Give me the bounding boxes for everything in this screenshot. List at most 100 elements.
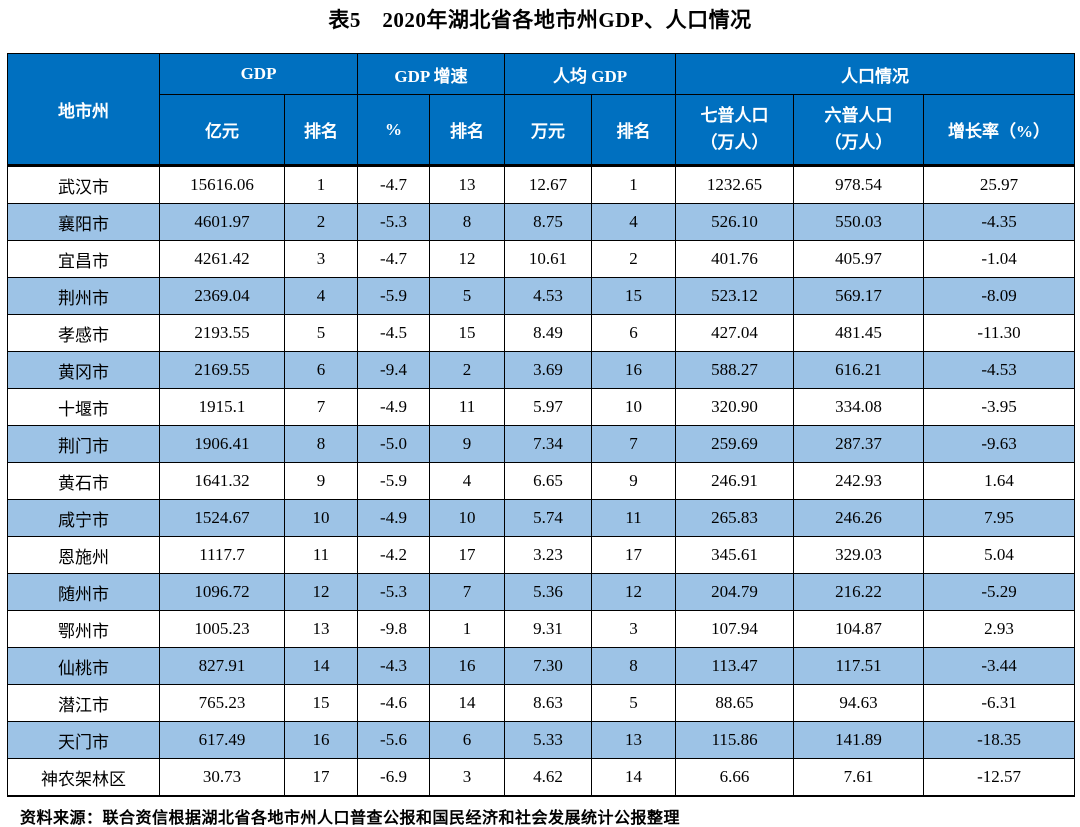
value-cell: 94.63	[793, 684, 925, 722]
table-row: 仙桃市 827.91 14 -4.3 16 7.30 8 113.47 117.51 -3.44	[7, 647, 1076, 685]
value-cell: 7.34	[504, 425, 593, 463]
value-cell: 1915.1	[159, 388, 285, 426]
value-cell: 5.97	[504, 388, 593, 426]
value-cell: -4.7	[357, 240, 431, 278]
region-cell: 黄冈市	[7, 351, 160, 389]
value-cell: -11.30	[923, 314, 1076, 352]
value-cell: 9	[591, 462, 677, 500]
value-cell: -1.04	[923, 240, 1076, 278]
value-cell: 30.73	[159, 758, 285, 797]
value-cell: -6.9	[357, 758, 431, 797]
table-row: 咸宁市 1524.67 10 -4.9 10 5.74 11 265.83 246.26 7.95	[7, 499, 1076, 537]
header-group-population: 人口情况	[675, 53, 1076, 95]
value-cell: 4261.42	[159, 240, 285, 278]
value-cell: 5.74	[504, 499, 593, 537]
header-percapita-rank: 排名	[591, 94, 677, 166]
value-cell: -9.8	[357, 610, 431, 648]
value-cell: 7.30	[504, 647, 593, 685]
value-cell: -4.6	[357, 684, 431, 722]
value-cell: 5	[283, 314, 359, 352]
value-cell: -5.3	[357, 203, 431, 241]
value-cell: 287.37	[793, 425, 925, 463]
header-region: 地市州	[7, 53, 160, 166]
value-cell: 7	[283, 388, 359, 426]
table-row: 潜江市 765.23 15 -4.6 14 8.63 5 88.65 94.63 -6.31	[7, 684, 1076, 722]
value-cell: 17	[283, 758, 359, 797]
table-row: 荆门市 1906.41 8 -5.0 9 7.34 7 259.69 287.37 -9.63	[7, 425, 1076, 463]
value-cell: 141.89	[793, 721, 925, 759]
region-cell: 宜昌市	[7, 240, 160, 278]
value-cell: 104.87	[793, 610, 925, 648]
table-row: 神农架林区 30.73 17 -6.9 3 4.62 14 6.66 7.61 -12.57	[7, 758, 1076, 797]
header-pop-growth-rate: 增长率（%）	[923, 94, 1076, 166]
table-row: 十堰市 1915.1 7 -4.9 11 5.97 10 320.90 334.08 -3.95	[7, 388, 1076, 426]
header-census7-pop: 七普人口 （万人）	[675, 94, 795, 166]
region-cell: 天门市	[7, 721, 160, 759]
value-cell: 15616.06	[159, 165, 285, 204]
value-cell: 3	[283, 240, 359, 278]
value-cell: -5.9	[357, 277, 431, 315]
region-cell: 咸宁市	[7, 499, 160, 537]
region-cell: 神农架林区	[7, 758, 160, 797]
value-cell: -5.29	[923, 573, 1076, 611]
value-cell: 345.61	[675, 536, 795, 574]
value-cell: 10	[591, 388, 677, 426]
region-cell: 黄石市	[7, 462, 160, 500]
value-cell: 16	[429, 647, 506, 685]
header-sub-row: 亿元 排名 % 排名 万元 排名 七普人口 （万人） 六普人口 （万人） 增长率…	[8, 94, 1076, 166]
value-cell: 4.62	[504, 758, 593, 797]
value-cell: 12	[591, 573, 677, 611]
region-cell: 仙桃市	[7, 647, 160, 685]
value-cell: 8	[283, 425, 359, 463]
value-cell: 242.93	[793, 462, 925, 500]
value-cell: 12	[283, 573, 359, 611]
header-group-gdp-growth: GDP 增速	[357, 53, 506, 95]
table-row: 宜昌市 4261.42 3 -4.7 12 10.61 2 401.76 405.97 -1.04	[7, 240, 1076, 278]
value-cell: 569.17	[793, 277, 925, 315]
value-cell: 15	[591, 277, 677, 315]
table-body: 武汉市 15616.06 1 -4.7 13 12.67 1 1232.65 978.54 25.…	[7, 165, 1076, 797]
value-cell: 259.69	[675, 425, 795, 463]
table-row: 武汉市 15616.06 1 -4.7 13 12.67 1 1232.65 978.54 25.…	[7, 165, 1076, 204]
value-cell: -5.9	[357, 462, 431, 500]
value-cell: 1005.23	[159, 610, 285, 648]
header-group-gdp: GDP	[158, 53, 359, 95]
value-cell: -4.5	[357, 314, 431, 352]
value-cell: 6	[591, 314, 677, 352]
header-gdp-rank: 排名	[283, 94, 359, 166]
value-cell: 616.21	[793, 351, 925, 389]
header-growth-pct: %	[357, 94, 431, 166]
value-cell: 1	[283, 165, 359, 204]
value-cell: -5.6	[357, 721, 431, 759]
value-cell: 15	[429, 314, 506, 352]
value-cell: 334.08	[793, 388, 925, 426]
value-cell: 6	[283, 351, 359, 389]
value-cell: 14	[429, 684, 506, 722]
value-cell: 2193.55	[159, 314, 285, 352]
source-note: 资料来源：联合资信根据湖北省各地市州人口普查公报和国民经济和社会发展统计公报整理	[20, 810, 681, 827]
value-cell: -12.57	[923, 758, 1076, 797]
table-row: 天门市 617.49 16 -5.6 6 5.33 13 115.86 141.89 -18.35	[7, 721, 1076, 759]
value-cell: 8.63	[504, 684, 593, 722]
value-cell: 12.67	[504, 165, 593, 204]
value-cell: 1232.65	[675, 165, 795, 204]
value-cell: 10	[429, 499, 506, 537]
value-cell: 7.95	[923, 499, 1076, 537]
value-cell: 107.94	[675, 610, 795, 648]
table-row: 随州市 1096.72 12 -5.3 7 5.36 12 204.79 216.22 -5.29	[7, 573, 1076, 611]
table-row: 恩施州 1117.7 11 -4.2 17 3.23 17 345.61 329.03 5.04	[7, 536, 1076, 574]
value-cell: 88.65	[675, 684, 795, 722]
region-cell: 鄂州市	[7, 610, 160, 648]
gdp-population-table: 地市州 GDP GDP 增速 人均 GDP 人口情况 亿元 排名 % 排名 万元…	[7, 53, 1076, 797]
value-cell: 15	[283, 684, 359, 722]
value-cell: 12	[429, 240, 506, 278]
value-cell: 11	[591, 499, 677, 537]
value-cell: 115.86	[675, 721, 795, 759]
value-cell: -9.4	[357, 351, 431, 389]
value-cell: -4.53	[923, 351, 1076, 389]
value-cell: 1	[591, 165, 677, 204]
value-cell: 4.53	[504, 277, 593, 315]
value-cell: 1117.7	[159, 536, 285, 574]
value-cell: -18.35	[923, 721, 1076, 759]
value-cell: 16	[283, 721, 359, 759]
